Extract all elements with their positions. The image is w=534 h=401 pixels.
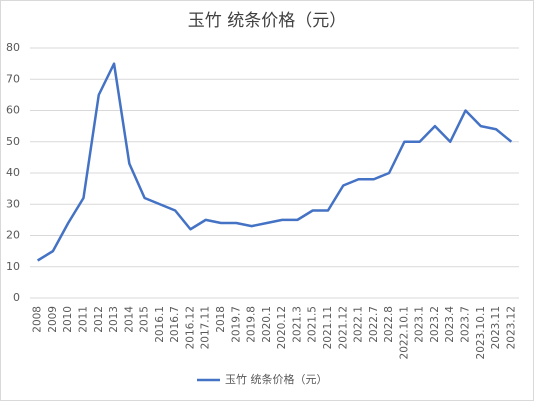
x-tick-label: 2017.11 [200, 306, 212, 349]
y-tick-label: 30 [6, 197, 20, 210]
legend-label: 玉竹 统条价格（元） [225, 372, 328, 386]
x-tick-label: 2023.10.1 [475, 306, 487, 359]
x-tick-label: 2019.7 [230, 306, 242, 343]
x-tick-label: 2012 [93, 306, 105, 333]
y-tick-label: 80 [6, 41, 20, 54]
x-tick-label: 2016.1 [154, 306, 166, 343]
x-tick-label: 2018 [215, 306, 227, 333]
x-tick-label: 2015 [139, 306, 151, 333]
x-tick-label: 2023.2 [429, 306, 441, 343]
x-tick-label: 2022.7 [368, 306, 380, 343]
x-tick-label: 2008 [32, 306, 44, 333]
x-tick-label: 2009 [47, 306, 59, 333]
x-tick-label: 2013 [108, 306, 120, 333]
x-tick-label: 2022.1 [353, 306, 365, 343]
line-series [36, 62, 513, 262]
y-tick-label: 10 [6, 260, 20, 273]
y-tick-label: 20 [6, 229, 20, 242]
x-tick-label: 2022.10.1 [398, 306, 410, 359]
y-tick-label: 40 [6, 166, 20, 179]
x-tick-label: 2023.1 [414, 306, 426, 343]
x-tick-label: 2023.7 [460, 306, 472, 343]
x-tick-label: 2023.12 [505, 306, 517, 349]
x-tick-label: 2021.3 [291, 306, 303, 343]
x-tick-label: 2016.7 [169, 306, 181, 343]
x-tick-label: 2021.11 [322, 306, 334, 349]
x-tick-label: 2014 [123, 306, 135, 333]
x-tick-label: 2010 [62, 306, 74, 333]
x-tick-label: 2023.4 [444, 306, 456, 343]
chart-title: 玉竹 统条价格（元） [188, 11, 346, 31]
x-tick-label: 2011 [77, 306, 89, 333]
y-tick-label: 70 [6, 72, 20, 85]
y-tick-label: 60 [6, 104, 20, 117]
x-tick-label: 2020.1 [261, 306, 273, 343]
y-tick-label: 50 [6, 135, 20, 148]
x-tick-label: 2023.11 [490, 306, 502, 349]
x-tick-label: 2019.8 [246, 306, 258, 343]
x-tick-label: 2021.5 [307, 306, 319, 343]
y-tick-label: 0 [13, 291, 20, 304]
x-tick-label: 2016.12 [184, 306, 196, 349]
x-tick-label: 2020.12 [276, 306, 288, 349]
x-tick-label: 2022.8 [383, 306, 395, 343]
x-tick-label: 2021.12 [337, 306, 349, 349]
